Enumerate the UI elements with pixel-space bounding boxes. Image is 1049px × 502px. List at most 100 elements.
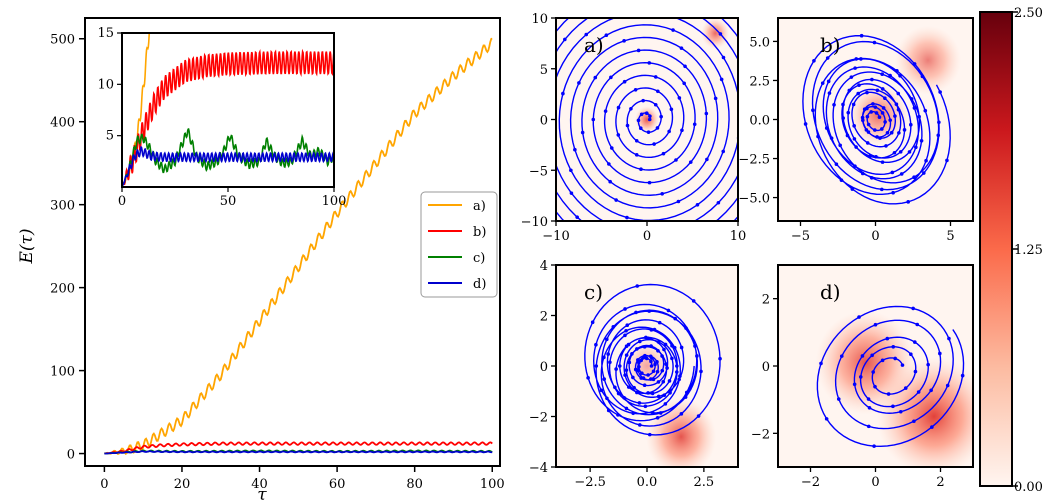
panel-b-trajectory-point [924,158,928,163]
panel-c-trajectory-point [673,316,677,321]
panel-a-trajectory-point [639,112,644,117]
panel-d-trajectory-point [926,362,930,367]
panel-c-trajectory-point [655,369,660,374]
panel-c-trajectory-point [616,391,621,396]
panel-c-trajectory-point [675,364,679,368]
panel-c-trajectory-point [586,376,590,380]
panel-c-trajectory-point [641,376,646,380]
panel-b-trajectory-point [827,91,832,95]
panel-a-trajectory-point [591,117,596,122]
panel-c-trajectory-point [664,362,668,366]
panel-a-trajectory-point [653,75,658,79]
panel-b-trajectory-point [895,69,899,73]
main-frame [84,17,501,467]
panel-a-trajectory-point [652,142,656,146]
panel-b-trajectory-point [875,88,880,93]
panel-a-trajectory-point [639,167,643,172]
panel-b-trajectory-point [880,87,885,91]
panel-a-trajectory-point [660,243,664,247]
panel-a-trajectory-point [688,160,693,164]
panel-b-trajectory-point [908,122,913,127]
panel-b-trajectory-point [854,145,858,149]
panel-c-trajectory-point [602,377,606,381]
panel-b-trajectory-point [853,66,857,70]
panel-a-trajectory-point [716,200,721,205]
panel-b-trajectory-point [865,141,870,145]
panel-a-trajectory-point [676,199,681,204]
panel-b-trajectory-point [852,137,857,141]
panel-a-trajectory-point [636,118,641,123]
panel-a-ytick-label: 0 [540,114,548,129]
panel-d-trajectory-point [852,382,857,387]
panel-c-trajectory-point [674,370,679,374]
colorbar-tick-label: 0.00 [1014,480,1043,495]
panel-c-trajectory-point [665,366,669,370]
panel-a-trajectory-point [682,81,686,86]
panel-c-trajectory-point [624,344,629,348]
panel-a-trajectory-point [609,146,614,150]
panel-c-xtick-label: −2.5 [574,475,606,490]
panel-a-trajectory-point [616,105,621,110]
panel-b-trajectory-point [862,107,867,111]
panel-c-trajectory-point [634,310,638,315]
panel-c-trajectory-point [623,373,627,377]
inset-series-line-4 [122,145,334,187]
panel-c-ytick-label: 0 [540,360,548,375]
panel-c-trajectory-point [605,396,609,401]
panel-b-ytick-label: −2.5 [738,153,770,168]
panel-a-ytick-label: 10 [531,12,548,27]
panel-a-trajectory-point [547,108,551,112]
panel-b-trajectory-point [845,133,850,138]
panel-a-trajectory-point [710,8,714,12]
panel-d-trajectory-point [880,358,885,363]
panel-c-ytick-label: −2 [529,411,548,426]
panel-c-trajectory-point [623,333,627,338]
panel-d-trajectory-point [898,409,903,414]
panel-a-trajectory-point [535,129,539,133]
panel-a-trajectory-point [677,96,682,100]
panel-b-trajectory-point [898,74,902,78]
panel-c-trajectory-point [656,340,661,344]
colorbar-tick-label: 1.25 [1014,243,1043,258]
main-series-line-4 [104,450,493,455]
panel-c-trajectory-point [679,412,684,416]
main-xlabel: τ [257,485,267,502]
panel-a-trajectory-point [656,89,660,94]
panel-c-trajectory-point [718,356,722,361]
panel-d-trajectory-point [872,444,876,448]
panel-a-trajectory-point [604,33,609,38]
panel-b-trajectory-point [874,111,879,115]
panel-d-trajectory-point [858,375,863,379]
panel-c-trajectory-point [624,353,629,357]
panel-d-trajectory-point [867,405,872,410]
panel-c-trajectory-point [649,377,653,381]
panel-d-trajectory-point [911,306,915,311]
panel-b-trajectory-point [803,122,808,126]
panel-c: c) −2.5 0.0 2.5 −4 −2 0 2 4 [529,259,739,490]
panel-c-trajectory-point [599,388,604,393]
panel-b-trajectory-point [898,150,903,154]
panel-a-trajectory-point [603,109,608,113]
panel-b-trajectory-point [894,102,899,107]
inset-xtick-label: 100 [322,194,347,209]
panel-b-label: b) [820,33,841,57]
panel-a-trajectory-point [580,130,585,135]
panel-b-trajectory-point [829,136,834,140]
panel-d-trajectory-point [915,322,920,327]
panel-d-trajectory-point [891,344,896,349]
panel-b-trajectory-point [856,91,860,96]
inset-ytick-label: 10 [97,77,114,92]
panel-b-trajectory-point [869,110,873,114]
panel-b-xtick-label: −5 [791,229,810,244]
panel-d-trajectory [816,305,965,448]
panel-d-trajectory-point [819,361,823,366]
panel-b-trajectory-point [873,105,878,109]
panel-c-trajectory-point [660,368,665,373]
panel-b-trajectory-point [865,90,869,95]
main-xtick-label: 40 [251,477,268,492]
panel-c-trajectory-point [663,402,668,406]
panel-b-trajectory-point [865,114,870,119]
panel-a-trajectory-point [653,102,658,107]
panel-b-trajectory-point [883,96,887,101]
panel-d-trajectory-point [909,352,913,357]
